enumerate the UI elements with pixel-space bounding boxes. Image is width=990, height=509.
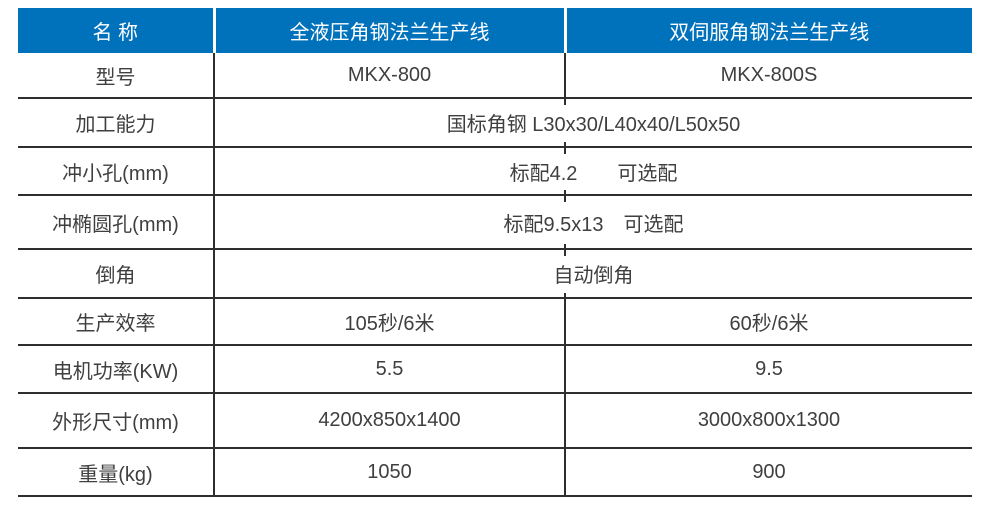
row-label: 型号	[18, 53, 215, 99]
row-value-hydraulic: 5.5	[214, 345, 565, 394]
row-label: 重量(kg)	[18, 448, 215, 497]
row-value-shared: 标配4.2 可选配	[214, 147, 972, 196]
row-label: 外形尺寸(mm)	[18, 393, 215, 449]
column-divider-tick	[564, 142, 566, 154]
row-label: 冲小孔(mm)	[18, 147, 215, 196]
row-value-shared: 自动倒角	[214, 249, 972, 299]
column-divider-tick	[564, 244, 566, 256]
table-row: 加工能力 国标角钢 L30x30/L40x40/L50x50	[18, 98, 972, 148]
spec-table: 名 称 全液压角钢法兰生产线 双伺服角钢法兰生产线 型号 MKX-800 MKX-8…	[18, 8, 972, 497]
table-row: 型号 MKX-800 MKX-800S	[18, 53, 972, 99]
table-row: 外形尺寸(mm) 4200x850x1400 3000x800x1300	[18, 393, 972, 449]
row-value-servo: 60秒/6米	[564, 298, 972, 346]
row-label: 生产效率	[18, 298, 215, 346]
row-value-servo: 9.5	[564, 345, 972, 394]
row-value-shared: 国标角钢 L30x30/L40x40/L50x50	[214, 98, 972, 148]
row-value-servo: MKX-800S	[564, 53, 972, 99]
table-row: 冲小孔(mm) 标配4.2 可选配	[18, 147, 972, 196]
row-label: 倒角	[18, 249, 215, 299]
table-row: 重量(kg) 1050 900	[18, 448, 972, 497]
row-label: 加工能力	[18, 98, 215, 148]
header-cell-name: 名 称	[18, 8, 214, 53]
table-row: 倒角 自动倒角	[18, 249, 972, 299]
row-value-hydraulic: MKX-800	[214, 53, 565, 99]
header-cell-servo-line: 双伺服角钢法兰生产线	[563, 8, 972, 53]
row-label: 电机功率(KW)	[18, 345, 215, 394]
row-value-servo: 900	[564, 448, 972, 497]
column-divider-tick	[564, 190, 566, 202]
table-row: 生产效率 105秒/6米 60秒/6米	[18, 298, 972, 346]
row-value-servo: 3000x800x1300	[564, 393, 972, 449]
table-row: 电机功率(KW) 5.5 9.5	[18, 345, 972, 394]
row-label: 冲椭圆孔(mm)	[18, 195, 215, 250]
header-cell-hydraulic-line: 全液压角钢法兰生产线	[212, 8, 565, 53]
table-row: 冲椭圆孔(mm) 标配9.5x13 可选配	[18, 195, 972, 250]
column-divider-tick	[564, 93, 566, 105]
row-value-hydraulic: 1050	[214, 448, 565, 497]
row-value-hydraulic: 105秒/6米	[214, 298, 565, 346]
row-value-shared: 标配9.5x13 可选配	[214, 195, 972, 250]
column-divider-tick	[564, 293, 566, 305]
table-header-row: 名 称 全液压角钢法兰生产线 双伺服角钢法兰生产线	[18, 8, 972, 53]
row-value-hydraulic: 4200x850x1400	[214, 393, 565, 449]
